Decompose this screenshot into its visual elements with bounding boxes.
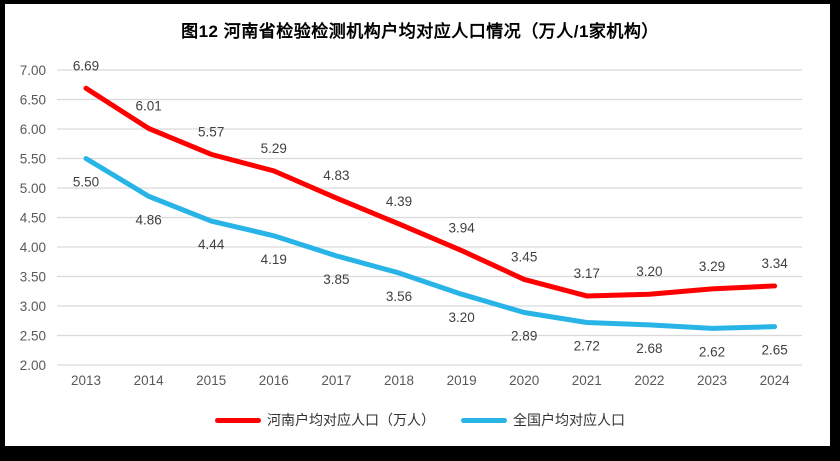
data-label: 4.86 xyxy=(135,212,161,227)
data-label: 4.83 xyxy=(323,168,349,183)
data-label: 2.65 xyxy=(761,343,787,358)
data-label: 3.45 xyxy=(511,249,537,264)
series-line xyxy=(83,156,778,331)
page-border-top xyxy=(0,0,840,4)
x-tick-label: 2020 xyxy=(509,373,539,388)
legend-swatch-national-line xyxy=(461,417,507,423)
y-tick-label: 2.00 xyxy=(20,358,46,373)
y-tick-label: 6.00 xyxy=(20,122,46,137)
data-label: 3.29 xyxy=(699,259,725,274)
data-label: 2.68 xyxy=(636,341,662,356)
legend-item-national: 全国户均对应人口 xyxy=(461,410,625,430)
data-label: 3.94 xyxy=(448,221,475,236)
data-label: 3.56 xyxy=(386,289,412,304)
data-label: 4.39 xyxy=(386,194,412,209)
x-tick-label: 2024 xyxy=(760,373,791,388)
legend-label-national: 全国户均对应人口 xyxy=(513,412,625,428)
x-tick-label: 2016 xyxy=(259,373,289,388)
legend-swatch-henan-line xyxy=(215,417,261,423)
x-tick-label: 2013 xyxy=(71,373,101,388)
data-label: 4.44 xyxy=(198,237,225,252)
x-tick-label: 2019 xyxy=(447,373,477,388)
chart-legend: 河南户均对应人口（万人） 全国户均对应人口 xyxy=(0,410,840,430)
data-label: 3.34 xyxy=(761,256,788,271)
page-border-bottom xyxy=(0,446,840,461)
y-tick-label: 3.50 xyxy=(20,270,46,285)
y-tick-label: 4.00 xyxy=(20,240,46,255)
page-border-left xyxy=(0,0,5,461)
data-label: 6.01 xyxy=(135,98,161,113)
page-border-right xyxy=(830,0,840,461)
data-label: 4.19 xyxy=(261,252,287,267)
data-label: 3.20 xyxy=(448,310,474,325)
data-label: 5.50 xyxy=(73,175,99,190)
data-label: 5.29 xyxy=(261,141,287,156)
data-label: 3.85 xyxy=(323,272,349,287)
x-tick-label: 2015 xyxy=(196,373,226,388)
x-tick-label: 2022 xyxy=(634,373,664,388)
data-label: 2.72 xyxy=(574,339,600,354)
data-label: 3.17 xyxy=(574,266,600,281)
y-tick-label: 6.50 xyxy=(20,93,46,108)
legend-label-henan: 河南户均对应人口（万人） xyxy=(267,412,435,428)
y-tick-label: 3.00 xyxy=(20,299,46,314)
data-label: 2.89 xyxy=(511,328,537,343)
data-label: 6.69 xyxy=(73,58,99,73)
x-tick-label: 2014 xyxy=(134,373,165,388)
y-tick-label: 4.50 xyxy=(20,211,46,226)
y-tick-label: 7.00 xyxy=(20,63,46,78)
data-label: 5.57 xyxy=(198,124,224,139)
legend-item-henan: 河南户均对应人口（万人） xyxy=(215,410,435,430)
x-tick-label: 2021 xyxy=(572,373,602,388)
data-label: 2.62 xyxy=(699,344,725,359)
y-tick-label: 5.00 xyxy=(20,181,46,196)
x-tick-label: 2018 xyxy=(384,373,414,388)
y-tick-label: 5.50 xyxy=(20,152,46,167)
data-label: 3.20 xyxy=(636,264,662,279)
x-tick-label: 2023 xyxy=(697,373,727,388)
series-line xyxy=(83,85,778,299)
y-tick-label: 2.50 xyxy=(20,329,46,344)
x-tick-label: 2017 xyxy=(321,373,351,388)
chart-title: 图12 河南省检验检测机构户均对应人口情况（万人/1家机构） xyxy=(181,22,659,41)
